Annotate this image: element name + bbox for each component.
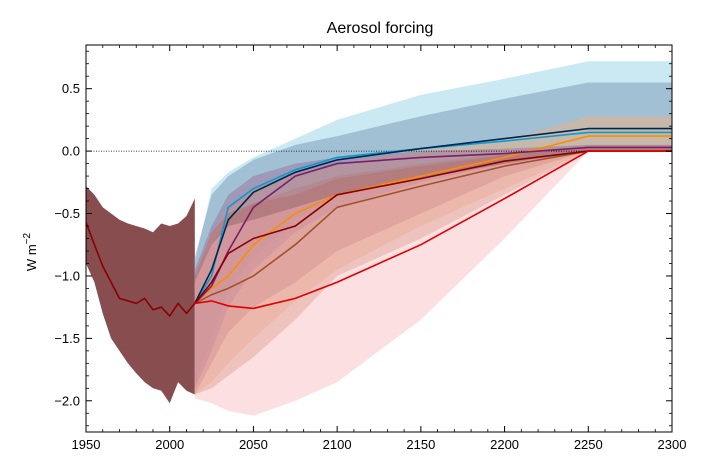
x-tick-label: 2050 bbox=[239, 437, 268, 452]
scenario-median-line-4 bbox=[194, 150, 672, 305]
x-tick-label: 2250 bbox=[574, 437, 603, 452]
scenario-band-6 bbox=[194, 148, 672, 395]
x-tick-label: 2300 bbox=[658, 437, 687, 452]
y-tick-label: 0.5 bbox=[62, 81, 80, 96]
scenario-median-line-2 bbox=[194, 127, 672, 304]
scenario-band-7 bbox=[194, 151, 672, 416]
historical-median-line bbox=[86, 222, 196, 318]
x-tick-label: 2100 bbox=[323, 437, 352, 452]
y-tick-label: −0.5 bbox=[54, 206, 80, 221]
chart-title: Aerosol forcing bbox=[327, 20, 434, 37]
x-tick-label: 1950 bbox=[72, 437, 101, 452]
scenario-band-3 bbox=[194, 116, 672, 395]
scenario-median-line-1 bbox=[194, 131, 672, 304]
y-axis-label-unit: W m bbox=[24, 244, 39, 271]
scenario-band-2 bbox=[194, 82, 672, 383]
y-axis-label: W m−2 bbox=[22, 233, 39, 272]
scenario-median-line-3 bbox=[194, 135, 672, 304]
historical-uncertainty-band bbox=[86, 186, 195, 404]
scenario-median-line-6 bbox=[194, 150, 672, 304]
x-tick-label: 2200 bbox=[490, 437, 519, 452]
scenario-median-line-7 bbox=[194, 150, 672, 310]
x-tick-label: 2000 bbox=[155, 437, 184, 452]
y-tick-label: 0.0 bbox=[62, 144, 80, 159]
y-axis-label-exponent: −2 bbox=[22, 233, 33, 245]
scenario-band-4 bbox=[194, 144, 672, 395]
y-tick-label: −1.0 bbox=[54, 268, 80, 283]
y-tick-label: −1.5 bbox=[54, 331, 80, 346]
x-tick-label: 2150 bbox=[406, 437, 435, 452]
plot-area bbox=[86, 61, 672, 416]
y-tick-label: −2.0 bbox=[54, 393, 80, 408]
scenario-band-1 bbox=[194, 61, 672, 389]
